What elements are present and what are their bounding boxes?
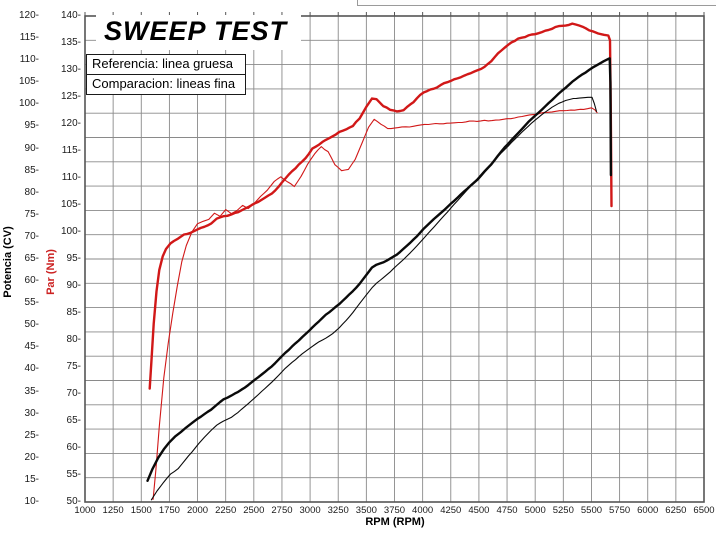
y-tick-power-105: 105- <box>18 76 39 88</box>
y-tick-torque-75: 75- <box>66 361 81 372</box>
y-tick-power-120: 120- <box>18 10 39 21</box>
plot-frame <box>84 15 705 503</box>
y-tick-power-115: 115- <box>19 32 39 44</box>
curve-par-comparacion <box>152 107 598 500</box>
x-tick-5500: 5500 <box>580 505 603 516</box>
y-tick-power-85: 85- <box>24 164 39 176</box>
x-tick-3500: 3500 <box>355 505 377 516</box>
y-tick-power-40: 40- <box>24 363 39 375</box>
y-tick-power-60: 60- <box>24 275 39 287</box>
y-tick-torque-65: 65- <box>66 415 81 426</box>
y-tick-torque-100: 100- <box>60 226 81 237</box>
y-tick-power-15: 15- <box>24 473 39 485</box>
y-tick-torque-120: 120- <box>60 118 81 129</box>
x-tick-6250: 6250 <box>665 505 687 516</box>
y-tick-torque-80: 80- <box>66 334 81 345</box>
y-tick-torque-70: 70- <box>66 388 81 399</box>
x-tick-1750: 1750 <box>158 505 180 516</box>
legend-reference-row: Referencia: linea gruesa <box>92 56 233 71</box>
x-tick-3250: 3250 <box>327 505 349 516</box>
y-tick-torque-115: 115- <box>61 145 81 156</box>
y-tick-power-45: 45- <box>24 341 39 353</box>
x-tick-1500: 1500 <box>130 505 152 516</box>
x-tick-1000: 1000 <box>74 505 96 516</box>
x-axis-title: RPM (RPM) <box>365 516 425 528</box>
y-tick-power-75: 75- <box>24 208 39 220</box>
x-tick-2750: 2750 <box>271 505 293 516</box>
y-tick-torque-140: 140- <box>60 10 81 21</box>
x-tick-6500: 6500 <box>693 505 715 516</box>
y-tick-torque-105: 105- <box>60 199 81 210</box>
x-tick-5750: 5750 <box>609 505 631 516</box>
y-tick-power-100: 100- <box>18 98 39 110</box>
x-tick-2000: 2000 <box>186 505 209 516</box>
x-tick-4000: 4000 <box>412 505 434 516</box>
x-tick-4250: 4250 <box>440 505 462 516</box>
x-tick-6000: 6000 <box>637 505 659 516</box>
y-tick-torque-110: 110- <box>61 172 81 183</box>
y-tick-power-95: 95- <box>24 120 39 132</box>
y-tick-power-55: 55- <box>24 297 39 309</box>
y-tick-torque-90: 90- <box>66 280 81 291</box>
curve-par-referencia <box>148 22 613 390</box>
y-tick-torque-55: 55- <box>66 469 81 480</box>
x-tick-4500: 4500 <box>468 505 490 516</box>
x-tick-5000: 5000 <box>524 505 546 516</box>
y-axis-title-torque: Par (Nm) <box>45 249 57 295</box>
x-tick-1250: 1250 <box>102 505 124 516</box>
curve-potencia-comparacion <box>150 96 598 501</box>
x-tick-2500: 2500 <box>243 505 265 516</box>
legend-comparison-row: Comparacion: lineas fina <box>87 74 245 94</box>
y-tick-torque-135: 135- <box>60 37 81 48</box>
curve-potencia-referencia <box>146 57 613 482</box>
y-tick-torque-130: 130- <box>60 64 81 75</box>
y-tick-power-50: 50- <box>24 319 39 331</box>
y-tick-torque-60: 60- <box>66 442 81 453</box>
y-tick-torque-85: 85- <box>66 307 81 318</box>
y-tick-power-90: 90- <box>24 142 39 154</box>
y-tick-power-80: 80- <box>24 186 39 198</box>
y-tick-power-20: 20- <box>24 451 39 463</box>
x-tick-2250: 2250 <box>215 505 237 516</box>
x-tick-4750: 4750 <box>496 505 518 516</box>
cropped-top-box <box>357 0 716 6</box>
x-tick-3000: 3000 <box>299 505 321 516</box>
y-tick-power-110: 110- <box>19 54 39 66</box>
x-tick-3750: 3750 <box>383 505 406 516</box>
y-tick-torque-50: 50- <box>66 496 81 507</box>
y-tick-power-65: 65- <box>24 253 39 264</box>
y-tick-torque-125: 125- <box>60 91 81 102</box>
x-tick-5250: 5250 <box>552 505 574 516</box>
y-tick-power-10: 10- <box>24 496 39 507</box>
y-tick-torque-95: 95- <box>66 253 81 264</box>
y-tick-power-35: 35- <box>24 385 39 397</box>
chart-title: SWEEP TEST <box>96 15 302 50</box>
y-tick-power-30: 30- <box>24 407 39 419</box>
y-tick-power-70: 70- <box>24 230 39 242</box>
y-tick-power-25: 25- <box>24 429 39 441</box>
legend-box: Referencia: linea gruesa Comparacion: li… <box>86 54 246 95</box>
